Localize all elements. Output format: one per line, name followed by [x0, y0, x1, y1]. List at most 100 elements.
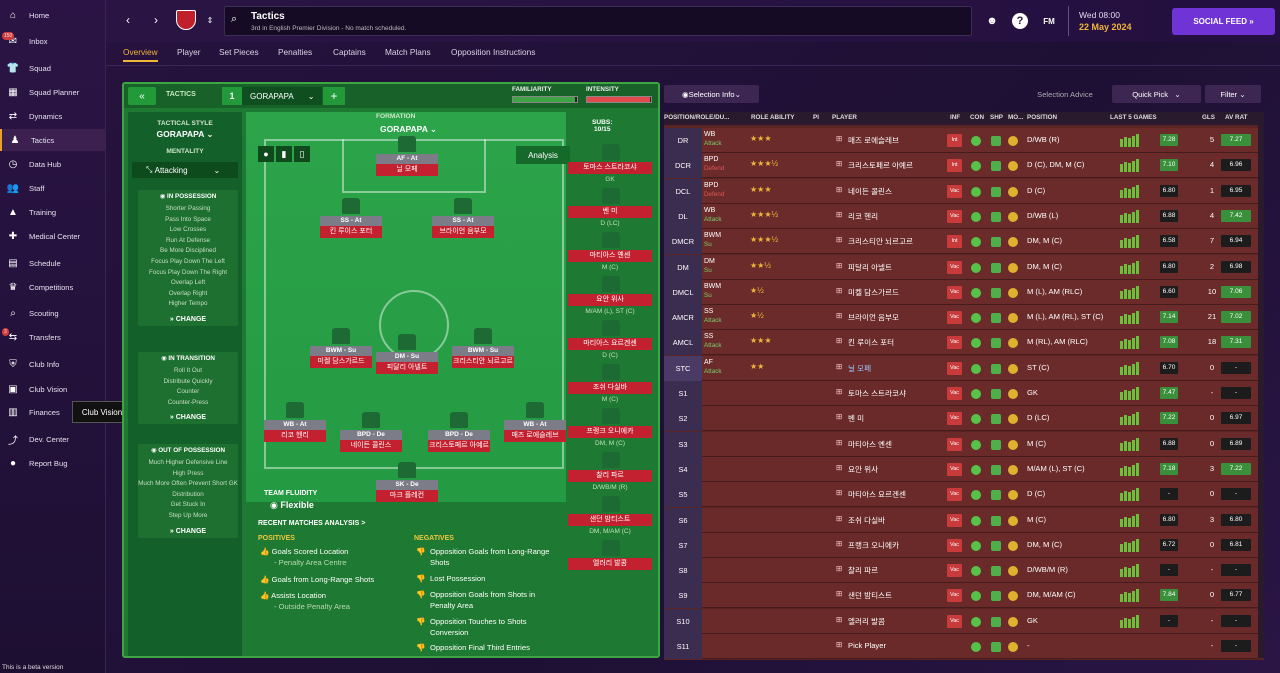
- col-pi[interactable]: PI: [813, 114, 819, 121]
- col-position-role[interactable]: POSITION/ROLE/DU...: [664, 114, 730, 121]
- sidebar-item-inbox[interactable]: ✉ Inbox 150: [0, 30, 106, 52]
- pitch-player[interactable]: BWM - Su 미켈 담스가르드: [310, 346, 372, 368]
- pitch-player[interactable]: WB - At 매즈 로에슬레브: [504, 420, 566, 442]
- table-row[interactable]: S4 ⊞ 요안 위사 Vac M/AM (L), ST (C) 7.18 3 7.22: [664, 456, 1258, 482]
- tactic-select[interactable]: GORAPAPA ⌄: [242, 87, 322, 105]
- sidebar-item-competitions[interactable]: ♛ Competitions: [0, 276, 106, 298]
- row-role[interactable]: WB Attack: [704, 206, 746, 224]
- list-scrollbar[interactable]: [1258, 112, 1264, 658]
- table-row[interactable]: S2 ⊞ 벤 미 Vac D (LC) 7.22 0 6.97: [664, 406, 1258, 432]
- change-out-possession-button[interactable]: » CHANGE: [169, 527, 207, 535]
- social-feed-button[interactable]: SOCIAL FEED »: [1172, 8, 1275, 35]
- table-row[interactable]: DR WB Attack ★★★ ⊞ 매즈 로에슬레브 Int D/WB (R) 7.28 5 7.…: [664, 128, 1258, 153]
- player-name[interactable]: 프랭크 오니에카: [848, 540, 900, 550]
- player-name[interactable]: 찰리 파르: [848, 566, 879, 576]
- pitch-player[interactable]: AF - At 닐 모페: [376, 154, 438, 176]
- stats-view-icon[interactable]: ▮: [276, 146, 292, 162]
- table-row[interactable]: S10 ⊞ 엘러리 발콤 Vac GK - - -: [664, 608, 1258, 634]
- sidebar-item-home[interactable]: ⌂ Home: [0, 4, 106, 26]
- player-name[interactable]: 피달리 아넬트: [848, 262, 893, 272]
- sub-player[interactable]: 엘러리 발콤: [568, 558, 652, 572]
- change-in-transition-button[interactable]: » CHANGE: [169, 414, 207, 422]
- sidebar-item-finances[interactable]: ▥ Finances: [0, 401, 106, 423]
- player-name[interactable]: 샌던 밤티스트: [848, 591, 893, 601]
- sidebar-item-medical-center[interactable]: ✚ Medical Center: [0, 225, 106, 247]
- add-tactic-button[interactable]: +: [323, 87, 345, 105]
- sub-player[interactable]: 벤 미 D (LC): [568, 206, 652, 227]
- sub-player[interactable]: 토마스 스트라코샤 GK: [568, 162, 652, 183]
- table-row[interactable]: DM DM Su ★★½ ⊞ 피달리 아넬트 Vac DM, M (C) 6.80 2 6.98: [664, 254, 1258, 280]
- row-role[interactable]: BPD Defend: [704, 181, 746, 199]
- sub-player[interactable]: 마티아스 요르겐센 D (C): [568, 338, 652, 359]
- col-av-rating[interactable]: AV RAT: [1225, 114, 1248, 121]
- formation-select[interactable]: GORAPAPA ⌄: [380, 124, 438, 134]
- table-row[interactable]: AMCL SS Attack ★★★ ⊞ 킨 루이스 포터 Vac M (RL), AM (R…: [664, 330, 1258, 356]
- pitch-player[interactable]: SS - At 킨 루이스 포터: [320, 216, 382, 238]
- pitch-player[interactable]: WB - At 리코 헨리: [264, 420, 326, 442]
- sub-player[interactable]: 샌던 밤티스트 DM, M/AM (C): [568, 514, 652, 535]
- recent-matches-link[interactable]: RECENT MATCHES ANALYSIS >: [258, 520, 366, 527]
- pitch-player[interactable]: SS - At 브라이언 음부모: [432, 216, 494, 238]
- table-row[interactable]: S11 ⊞ Pick Player - - -: [664, 634, 1258, 659]
- table-row[interactable]: DMCL BWM Su ★½ ⊞ 미켈 담스가르드 Vac M (L), AM (RLC) 6.…: [664, 279, 1258, 305]
- sidebar-item-squad[interactable]: 👕 Squad: [0, 57, 106, 79]
- tactical-style-value[interactable]: GORAPAPA ⌄: [156, 129, 214, 139]
- tab-overview[interactable]: Overview: [123, 47, 158, 62]
- player-name[interactable]: Pick Player: [848, 641, 886, 650]
- table-row[interactable]: S8 ⊞ 찰리 파르 Vac D/WB/M (R) - - -: [664, 558, 1258, 584]
- player-name[interactable]: 토마스 스트라코샤: [848, 389, 906, 398]
- row-role[interactable]: DM Su: [704, 257, 746, 275]
- row-role[interactable]: BWM Su: [704, 282, 746, 300]
- player-name[interactable]: 네이든 콜린스: [848, 186, 893, 196]
- sub-player[interactable]: 마티아스 옌센 M (C): [568, 250, 652, 271]
- player-name[interactable]: 미켈 담스가르드: [848, 287, 900, 297]
- table-row[interactable]: DCL BPD Defend ★★★ ⊞ 네이든 콜린스 Vac D (C) 6.80 1 6.95: [664, 178, 1258, 204]
- sidebar-item-transfers[interactable]: ⇆ Transfers 3: [0, 326, 106, 348]
- pitch-player[interactable]: SK - De 마크 플레컨: [376, 480, 438, 502]
- pitch-player[interactable]: BWM - Su 크리스티안 뇌르고르: [452, 346, 514, 368]
- table-row[interactable]: S3 ⊞ 마티아스 옌센 Vac M (C) 6.88 0 6.89: [664, 431, 1258, 457]
- col-last5[interactable]: LAST 5 GAMES: [1110, 114, 1157, 121]
- col-shp[interactable]: SHP: [990, 114, 1003, 121]
- club-badge-icon[interactable]: [176, 10, 196, 30]
- filter-button[interactable]: Filter ⌄: [1205, 85, 1261, 103]
- player-name[interactable]: 마티아스 옌센: [848, 439, 893, 449]
- club-switch-icon[interactable]: ⇕: [206, 15, 214, 25]
- sidebar-item-squad-planner[interactable]: ▦ Squad Planner: [0, 81, 106, 103]
- player-name[interactable]: 조쉬 다실바: [848, 515, 886, 525]
- mentality-select[interactable]: ⤡ Attacking ⌄: [132, 162, 238, 178]
- tab-opposition-instructions[interactable]: Opposition Instructions: [451, 47, 536, 57]
- player-name[interactable]: 벤 미: [848, 414, 865, 424]
- player-name[interactable]: 킨 루이스 포터: [848, 338, 895, 348]
- sidebar-item-scouting[interactable]: ⌕ Scouting: [0, 302, 106, 324]
- tab-set-pieces[interactable]: Set Pieces: [219, 47, 259, 57]
- collapse-icon[interactable]: «: [128, 87, 156, 105]
- table-row[interactable]: DMCR BWM Su ★★★½ ⊞ 크리스티안 뇌르고르 Int DM, M (C) 6.58…: [664, 229, 1258, 255]
- player-name[interactable]: 마티아스 요르겐센: [848, 490, 906, 500]
- col-con[interactable]: CON: [970, 114, 984, 121]
- sidebar-item-schedule[interactable]: ▤ Schedule: [0, 252, 106, 274]
- col-player[interactable]: PLAYER: [832, 114, 857, 121]
- row-role[interactable]: AF Attack: [704, 358, 746, 376]
- sidebar-item-club-vision[interactable]: ▣ Club Vision: [0, 378, 106, 400]
- pitch-player[interactable]: BPD - De 크리스토페르 아예르: [428, 430, 490, 452]
- player-name[interactable]: 브라이언 음부모: [848, 313, 900, 323]
- brain-icon[interactable]: ☻: [986, 15, 998, 27]
- sidebar-item-tactics[interactable]: ♟ Tactics: [0, 129, 106, 151]
- sub-player[interactable]: 조쉬 다실바 M (C): [568, 382, 652, 403]
- quick-pick-button[interactable]: Quick Pick ⌄: [1112, 85, 1201, 103]
- sidebar-item-training[interactable]: ▲ Training: [0, 201, 106, 223]
- row-role[interactable]: SS Attack: [704, 332, 746, 350]
- table-row[interactable]: AMCR SS Attack ★½ ⊞ 브라이언 음부모 Vac M (L), AM (RL)…: [664, 305, 1258, 331]
- row-role[interactable]: WB Attack: [704, 130, 746, 148]
- player-name[interactable]: 요안 위사: [848, 464, 879, 474]
- tab-penalties[interactable]: Penalties: [278, 47, 313, 57]
- help-icon[interactable]: ?: [1012, 13, 1028, 29]
- table-row[interactable]: DCR BPD Defend ★★★½ ⊞ 크리스토페르 아예르 Int D (C), DM,…: [664, 153, 1258, 179]
- tab-captains[interactable]: Captains: [333, 47, 366, 57]
- sidebar-item-data-hub[interactable]: ◷ Data Hub: [0, 153, 106, 175]
- table-row[interactable]: S9 ⊞ 샌던 밤티스트 Vac DM, M/AM (C) 7.84 0 6.77: [664, 583, 1258, 609]
- sub-player[interactable]: 요안 위사 M/AM (L), ST (C): [568, 294, 652, 315]
- sidebar-item-club-info[interactable]: ⛨ Club Info: [0, 353, 106, 375]
- col-position[interactable]: POSITION: [1027, 114, 1058, 121]
